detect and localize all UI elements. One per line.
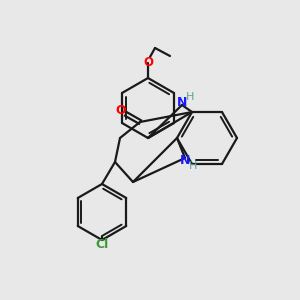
Text: Cl: Cl (95, 238, 109, 250)
Text: N: N (180, 154, 190, 167)
Text: N: N (177, 95, 187, 109)
Text: O: O (143, 56, 153, 70)
Text: O: O (116, 104, 126, 118)
Text: H: H (189, 161, 197, 171)
Text: H: H (186, 92, 194, 102)
